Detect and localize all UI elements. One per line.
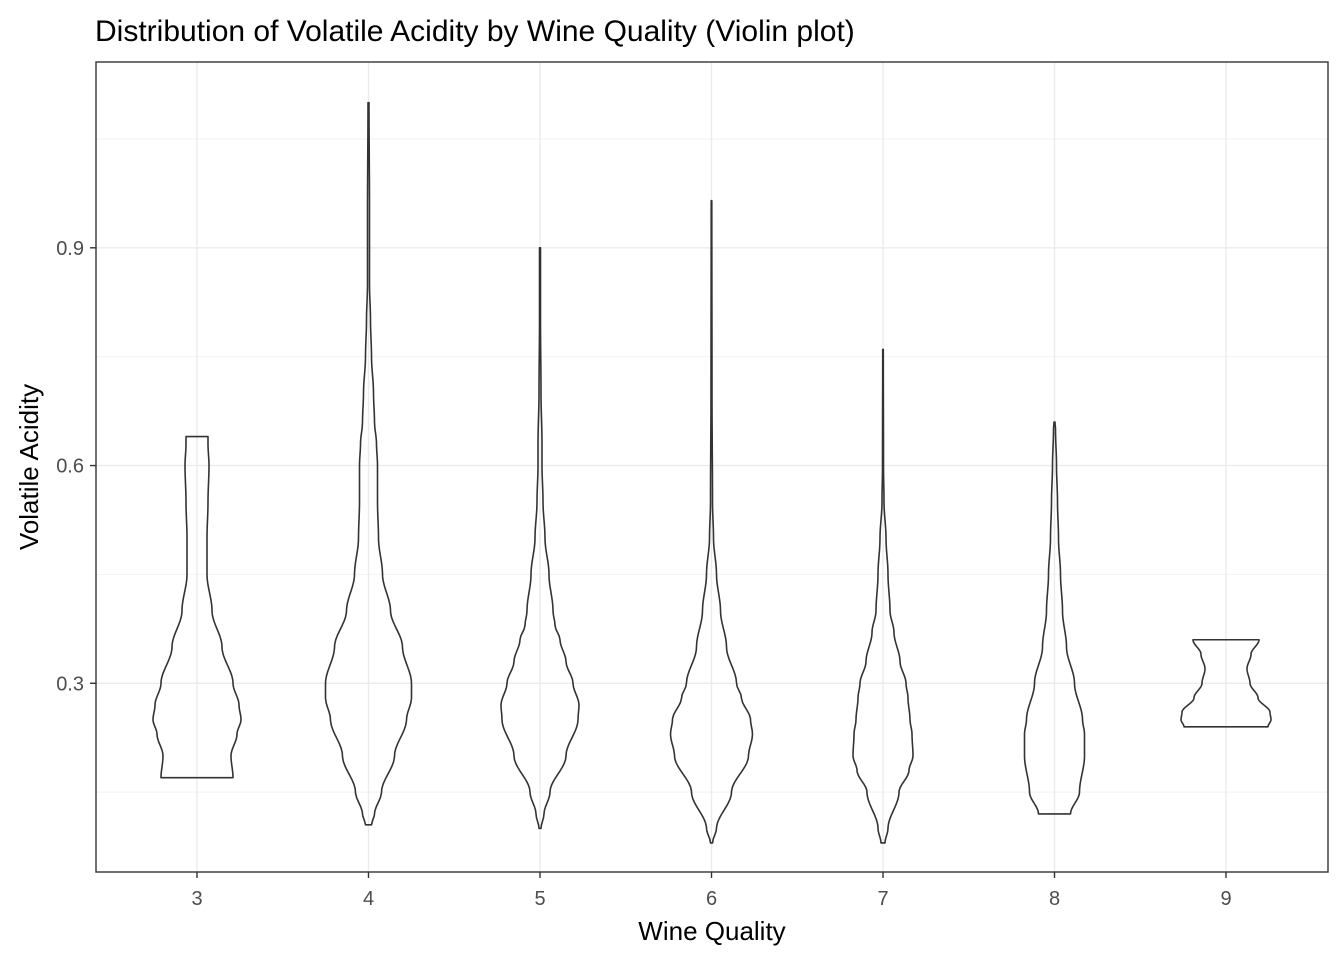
violin-quality-3 [152,435,242,779]
violin-quality-6 [669,199,754,844]
x-tick-label: 6 [706,888,717,910]
x-tick-label: 4 [363,888,374,910]
violin-group [152,101,1272,844]
y-tick-label: 0.3 [56,673,84,695]
x-axis-title: Wine Quality [638,916,785,946]
violin-quality-7 [852,348,914,844]
y-axis: 0.3 0.6 0.9 [56,238,96,695]
y-tick-label: 0.6 [56,456,84,478]
violin-quality-8 [1023,421,1086,815]
y-axis-title: Volatile Acidity [14,384,44,550]
x-axis: 3 4 5 6 7 8 9 [191,872,1232,910]
violin-quality-5 [500,247,580,830]
chart-title: Distribution of Volatile Acidity by Wine… [95,15,855,48]
y-tick-label: 0.9 [56,238,84,260]
violin-quality-9 [1180,638,1272,728]
violin-quality-4 [324,101,413,826]
x-tick-label: 7 [877,888,888,910]
x-tick-label: 9 [1220,888,1231,910]
x-tick-label: 8 [1049,888,1060,910]
x-tick-label: 3 [191,888,202,910]
x-tick-label: 5 [534,888,545,910]
